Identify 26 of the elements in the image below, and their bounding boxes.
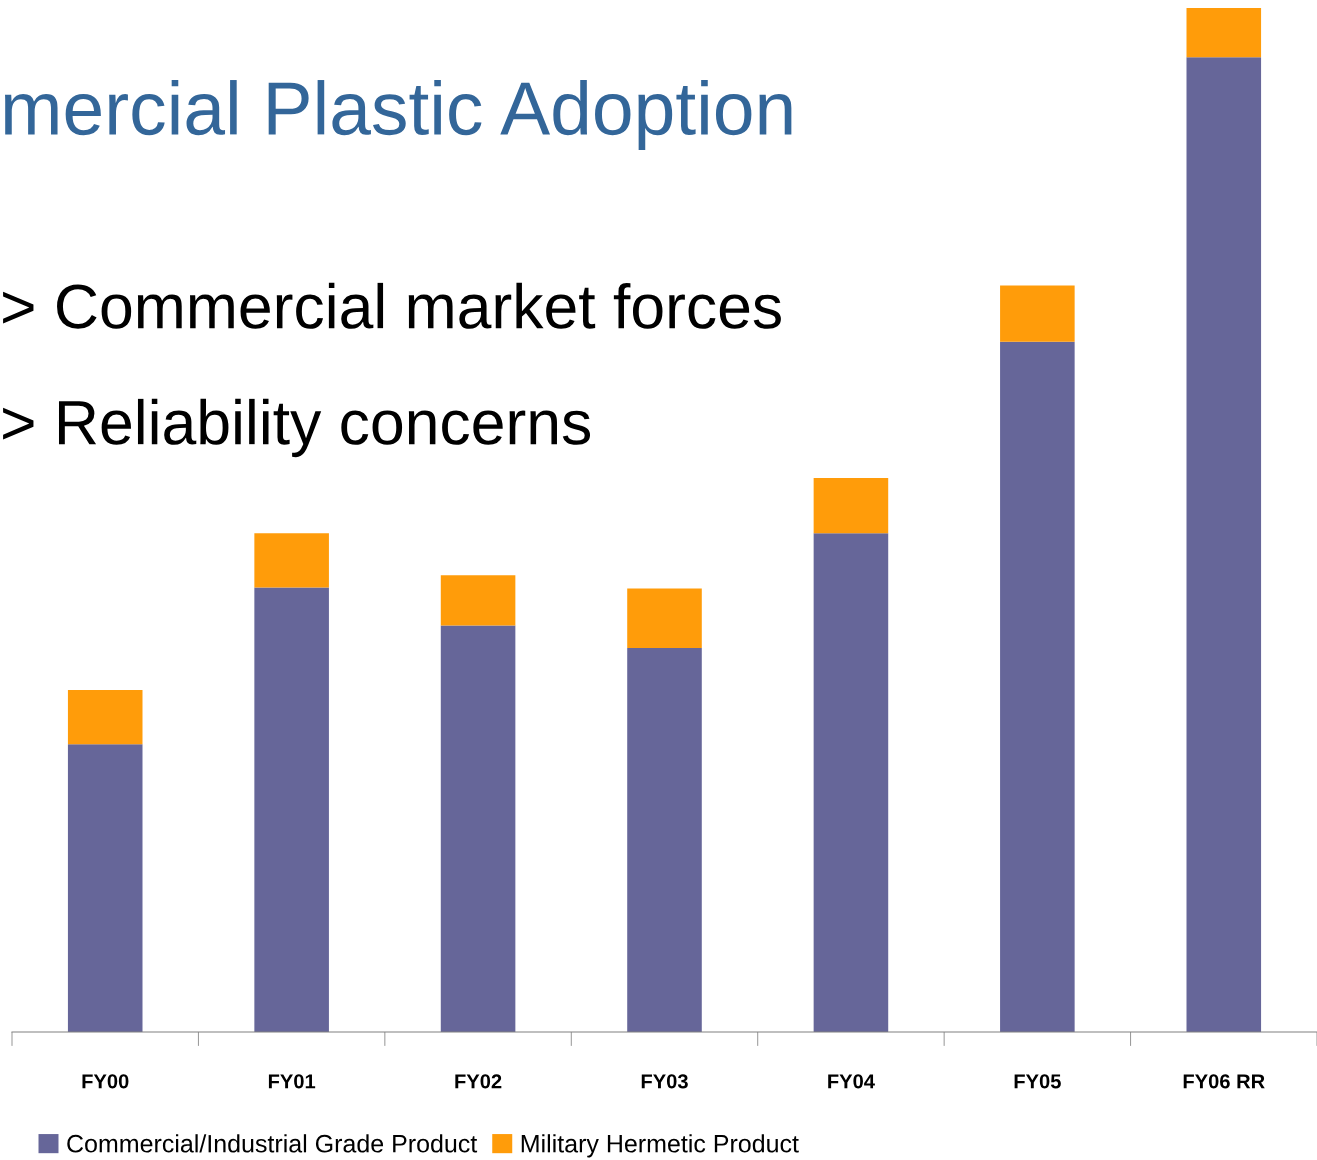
text: mercial Plastic Adoption: [4, 80, 792, 150]
bar: [254, 533, 329, 588]
x-tick-label: FY00: [82, 1074, 129, 1089]
bar: [1000, 341, 1075, 1032]
bar: [67, 689, 143, 745]
bar: [440, 575, 516, 626]
bar: [627, 648, 702, 1032]
x-tick-label: FY01: [268, 1074, 316, 1089]
bar: [67, 744, 143, 1032]
x-tick-label: FY02: [455, 1074, 502, 1089]
bar: [813, 478, 889, 534]
bar: [1000, 285, 1075, 342]
bar: [627, 588, 702, 648]
bar: [813, 533, 889, 1032]
legend-label: Commercial/Industrial Grade Product: [67, 1134, 478, 1153]
x-tick-label: FY03: [641, 1074, 688, 1089]
bar: [254, 587, 329, 1032]
x-tick-label: FY05: [1014, 1074, 1061, 1089]
x-tick-label: FY06 RR: [1183, 1074, 1265, 1089]
bar: [1186, 57, 1262, 1032]
annotation: > Reliability concerns: [3, 398, 591, 458]
x-tick-label: FY04: [828, 1074, 875, 1089]
annotation: > Commercial market forces: [3, 282, 781, 329]
bar: [440, 625, 516, 1032]
bar: [1186, 8, 1262, 58]
legend-label: Military Hermetic Product: [521, 1134, 799, 1158]
